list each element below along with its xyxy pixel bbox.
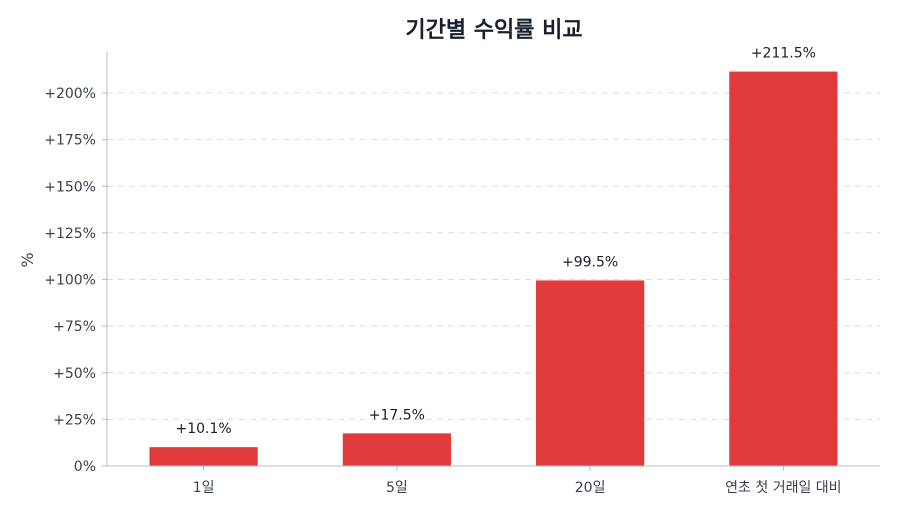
bar bbox=[536, 280, 645, 466]
y-tick-label: +175% bbox=[44, 133, 96, 149]
data-labels: +10.1% +17.5% +99.5% +211.5% bbox=[176, 46, 816, 438]
bar bbox=[729, 71, 838, 466]
y-tick-label: +150% bbox=[44, 179, 96, 195]
bars bbox=[149, 71, 838, 466]
x-axis-ticks: 1일 5일 20일 연초 첫 거래일 대비 bbox=[193, 466, 842, 496]
data-label: +211.5% bbox=[751, 46, 816, 62]
x-tick-label: 5일 bbox=[386, 480, 408, 496]
y-axis-label: % bbox=[18, 252, 37, 267]
x-tick-label: 1일 bbox=[193, 480, 215, 496]
y-tick-label: +25% bbox=[53, 412, 96, 428]
y-tick-label: +125% bbox=[44, 226, 96, 242]
chart-title: 기간별 수익률 비교 bbox=[405, 18, 582, 43]
y-axis-ticks: 0% +25% +50% +75% +100% +125% +150% +175% +200% bbox=[44, 86, 107, 475]
gridlines bbox=[107, 92, 880, 420]
x-tick-label: 20일 bbox=[575, 480, 606, 496]
bar bbox=[149, 447, 258, 466]
bar bbox=[342, 433, 451, 466]
y-tick-label: +75% bbox=[53, 319, 96, 335]
data-label: +10.1% bbox=[176, 421, 232, 437]
y-tick-label: +200% bbox=[44, 86, 96, 102]
x-tick-label: 연초 첫 거래일 대비 bbox=[725, 480, 841, 496]
y-tick-label: +100% bbox=[44, 273, 96, 289]
y-tick-label: +50% bbox=[53, 366, 96, 382]
data-label: +17.5% bbox=[369, 407, 425, 423]
data-label: +99.5% bbox=[562, 254, 618, 270]
y-tick-label: 0% bbox=[74, 459, 96, 475]
